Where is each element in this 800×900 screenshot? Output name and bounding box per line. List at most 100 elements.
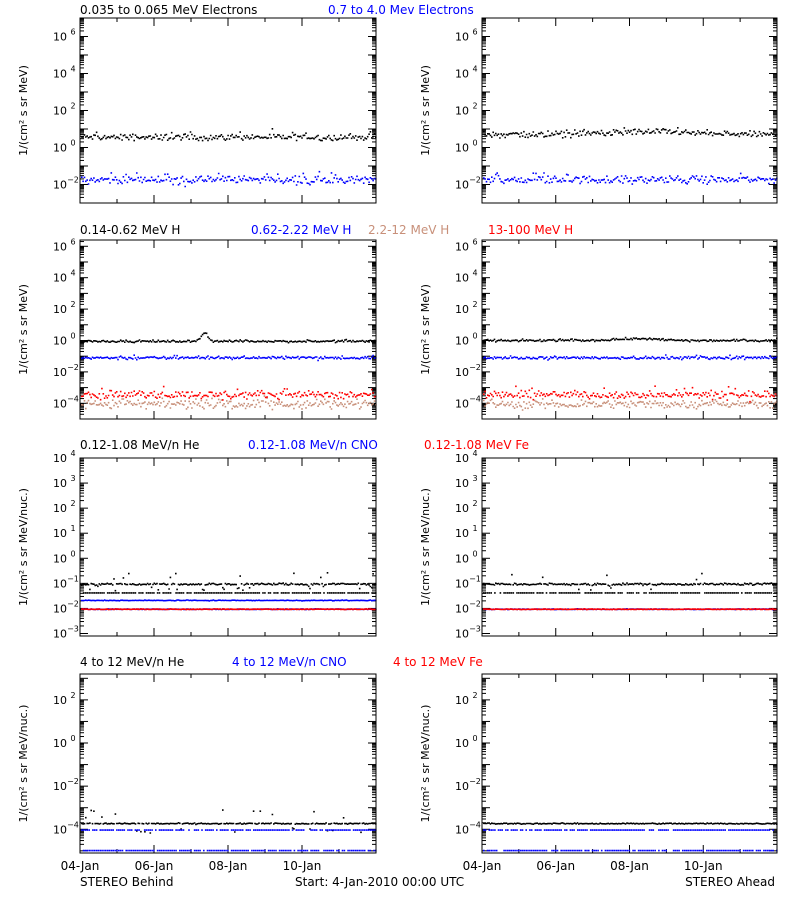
y-tick-label: 10: [455, 627, 469, 640]
y-tick-exponent: 6: [472, 28, 477, 37]
y-tick-label: 10: [455, 502, 469, 515]
y-tick-exponent: 2: [70, 691, 75, 700]
series-points: [483, 592, 778, 594]
y-ticks: [481, 17, 778, 204]
y-tick-label: 10: [455, 780, 469, 793]
chart-title-part: 0.7 to 4.0 Mev Electrons: [328, 3, 474, 17]
y-tick-label: 10: [455, 477, 469, 490]
y-tick-label: 10: [455, 577, 469, 590]
data-point-cloud: [483, 849, 778, 852]
y-tick-exponent: 3: [70, 474, 75, 483]
y-tick-label: 10: [53, 737, 67, 750]
y-tick-exponent: 4: [472, 449, 477, 458]
y-tick-label: 10: [53, 577, 67, 590]
data-point-cloud: [483, 127, 778, 139]
x-tick-label: 10-Jan: [684, 859, 723, 873]
y-tick-label: 10: [455, 105, 469, 118]
series-points: [483, 336, 778, 343]
y-tick-label: 10: [455, 452, 469, 465]
y-axis-label: 1/(cm² s sr MeV/nuc.): [419, 488, 432, 606]
data-point-cloud: [81, 170, 377, 188]
data-point-cloud: [81, 608, 377, 611]
y-tick-exponent: 0: [472, 549, 477, 558]
data-point-cloud: [81, 332, 377, 344]
y-ticks: [481, 240, 778, 420]
y-axis-label: 1/(cm² s sr MeV/nuc.): [419, 705, 432, 823]
y-tick-exponent: −2: [67, 176, 79, 185]
y-tick-label: 10: [53, 477, 67, 490]
x-tick-label: 10-Jan: [283, 859, 322, 873]
y-tick-exponent: 2: [472, 691, 477, 700]
series-points: [81, 608, 377, 611]
y-tick-label: 10: [53, 602, 67, 615]
y-tick-exponent: −4: [67, 820, 79, 829]
chart-title-part: 0.035 to 0.065 MeV Electrons: [80, 3, 257, 17]
y-tick-label: 10: [53, 272, 67, 285]
y-tick-label: 10: [455, 68, 469, 81]
y-tick-exponent: 0: [472, 331, 477, 340]
data-point-cloud: [483, 822, 778, 825]
series-points: [81, 395, 377, 411]
y-tick-label: 10: [53, 179, 67, 192]
data-point-cloud: [81, 809, 377, 834]
y-tick-exponent: −2: [67, 599, 79, 608]
chart-title-part: 13-100 MeV H: [488, 223, 573, 237]
y-tick-exponent: 0: [70, 139, 75, 148]
y-tick-exponent: 2: [70, 499, 75, 508]
series-points: [81, 385, 377, 401]
y-tick-exponent: 2: [70, 300, 75, 309]
y-tick-label: 10: [53, 780, 67, 793]
chart-title-part: 0.12-1.08 MeV/n He: [80, 438, 199, 452]
panel-behind: 1/(cm² s sr MeV/nuc.)10 −310 −210 −110 010 11…: [17, 449, 377, 640]
y-tick-exponent: 1: [70, 524, 75, 533]
x-tick-label: 06-Jan: [536, 859, 575, 873]
y-tick-exponent: −3: [67, 624, 79, 633]
y-tick-exponent: 6: [70, 237, 75, 246]
y-tick-label: 10: [53, 142, 67, 155]
plot-frame: [481, 673, 778, 854]
y-ticks: [79, 674, 377, 853]
data-point-cloud: [483, 572, 778, 591]
chart-rows: 0.035 to 0.065 MeV Electrons 0.7 to 4.0 M…: [17, 3, 778, 854]
y-tick-exponent: −2: [469, 599, 481, 608]
y-tick-exponent: −4: [469, 394, 481, 403]
y-tick-label: 10: [53, 502, 67, 515]
plot-frame: [79, 17, 377, 204]
y-axis-label: 1/(cm² s sr MeV): [419, 65, 432, 156]
y-axis-label: 1/(cm² s sr MeV): [17, 284, 30, 375]
plot-frame: [481, 17, 778, 204]
y-tick-label: 10: [455, 240, 469, 253]
y-tick-exponent: −2: [67, 777, 79, 786]
y-tick-label: 10: [455, 737, 469, 750]
y-tick-exponent: 0: [70, 331, 75, 340]
series-points: [483, 385, 778, 403]
y-tick-exponent: 4: [472, 65, 477, 74]
y-tick-label: 10: [53, 303, 67, 316]
chart-title-part: 4 to 12 MeV/n CNO: [232, 655, 347, 669]
y-tick-label: 10: [53, 627, 67, 640]
y-tick-label: 10: [455, 303, 469, 316]
y-tick-label: 10: [53, 397, 67, 410]
series-points: [483, 849, 778, 852]
y-tick-exponent: 0: [472, 139, 477, 148]
y-tick-exponent: 2: [472, 499, 477, 508]
y-tick-exponent: −4: [469, 820, 481, 829]
y-tick-exponent: 0: [472, 734, 477, 743]
data-point-cloud: [81, 599, 377, 602]
y-tick-label: 10: [53, 823, 67, 836]
data-point-cloud: [483, 829, 774, 831]
data-point-cloud: [81, 354, 377, 362]
y-ticks: [481, 674, 778, 853]
panel-ahead: 1/(cm² s sr MeV/nuc.)10 −310 −210 −110 010 11…: [419, 449, 778, 640]
y-tick-label: 10: [53, 68, 67, 81]
y-tick-exponent: 3: [472, 474, 477, 483]
series-points: [81, 809, 377, 834]
chart-title-part: 2.2-12 MeV H: [368, 223, 449, 237]
x-tick-label: 08-Jan: [610, 859, 649, 873]
y-tick-exponent: 0: [70, 549, 75, 558]
footer-start-label: Start: 4-Jan-2010 00:00 UTC: [295, 875, 464, 889]
x-tick-label: 06-Jan: [135, 859, 174, 873]
y-tick-label: 10: [455, 527, 469, 540]
data-point-cloud: [483, 385, 778, 403]
